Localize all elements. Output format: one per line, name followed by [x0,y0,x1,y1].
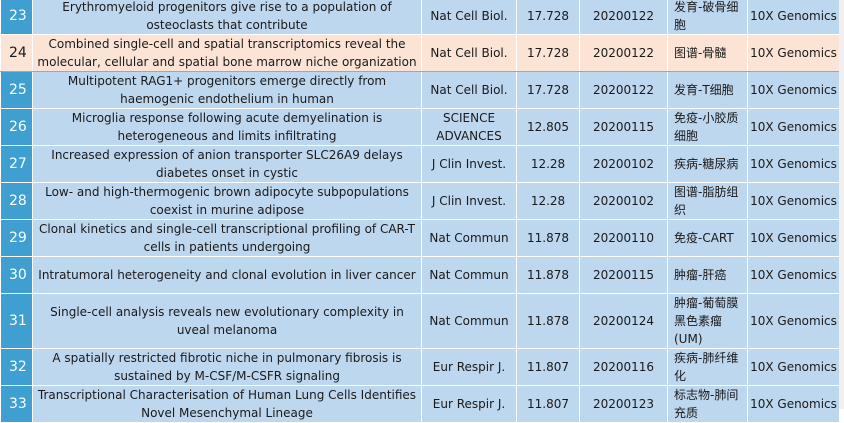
journal-name[interactable]: Nat Cell Biol. [421,0,517,35]
publish-date[interactable]: 20200122 [579,34,668,72]
impact-factor[interactable]: 17.728 [516,71,580,109]
row-number: 30 [0,256,33,294]
paper-title[interactable]: Microglia response following acute demye… [32,108,422,146]
row-number: 31 [0,293,33,349]
paper-title[interactable]: Low- and high-thermogenic brown adipocyt… [32,182,422,220]
research-tag[interactable]: 发育-破骨细胞 [667,0,748,35]
publish-date[interactable]: 20200102 [579,182,668,220]
publish-date[interactable]: 20200122 [579,71,668,109]
paper-title[interactable]: Multipotent RAG1+ progenitors emerge dir… [32,71,422,109]
publish-date[interactable]: 20200122 [579,0,668,35]
journal-name[interactable]: Eur Respir J. [421,385,517,423]
journal-name[interactable]: Nat Cell Biol. [421,71,517,109]
impact-factor[interactable]: 11.807 [516,348,580,386]
paper-title[interactable]: Intratumoral heterogeneity and clonal ev… [32,256,422,294]
journal-name[interactable]: SCIENCE ADVANCES [421,108,517,146]
paper-title[interactable]: Increased expression of anion transporte… [32,145,422,183]
row-number: 33 [0,385,33,423]
journal-name[interactable]: Nat Commun [421,256,517,294]
platform[interactable]: 10X Genomics [747,385,840,423]
impact-factor[interactable]: 11.807 [516,385,580,423]
journal-name[interactable]: Nat Commun [421,219,517,257]
paper-title[interactable]: Single-cell analysis reveals new evoluti… [32,293,422,349]
publish-date[interactable]: 20200102 [579,145,668,183]
window-edge [839,0,844,409]
paper-title[interactable]: Transcriptional Characterisation of Huma… [32,385,422,423]
row-number: 28 [0,182,33,220]
table-row[interactable]: 27 Increased expression of anion transpo… [0,145,840,183]
impact-factor[interactable]: 11.878 [516,219,580,257]
row-number: 27 [0,145,33,183]
research-tag[interactable]: 肿瘤-肝癌 [667,256,748,294]
journal-name[interactable]: J Clin Invest. [421,182,517,220]
row-number: 26 [0,108,33,146]
publish-date[interactable]: 20200115 [579,108,668,146]
table-row[interactable]: 23 Erythromyeloid progenitors give rise … [0,0,840,35]
table-row[interactable]: 24 Combined single-cell and spatial tran… [0,34,840,72]
research-tag[interactable]: 标志物-肺间充质 [667,385,748,423]
row-number: 32 [0,348,33,386]
platform[interactable]: 10X Genomics [747,108,840,146]
journal-name[interactable]: Nat Cell Biol. [421,34,517,72]
row-number: 23 [0,0,33,35]
impact-factor[interactable]: 11.878 [516,293,580,349]
table-row[interactable]: 32 A spatially restricted fibrotic niche… [0,348,840,386]
paper-title[interactable]: Clonal kinetics and single-cell transcri… [32,219,422,257]
platform[interactable]: 10X Genomics [747,34,840,72]
journal-name[interactable]: J Clin Invest. [421,145,517,183]
research-tag[interactable]: 图谱-脂肪组织 [667,182,748,220]
paper-title[interactable]: A spatially restricted fibrotic niche in… [32,348,422,386]
row-number: 29 [0,219,33,257]
platform[interactable]: 10X Genomics [747,348,840,386]
research-tag[interactable]: 免疫-CART [667,219,748,257]
publish-date[interactable]: 20200115 [579,256,668,294]
publish-date[interactable]: 20200110 [579,219,668,257]
research-tag[interactable]: 疾病-糖尿病 [667,145,748,183]
table-row[interactable]: 29 Clonal kinetics and single-cell trans… [0,219,840,257]
paper-title[interactable]: Erythromyeloid progenitors give rise to … [32,0,422,35]
impact-factor[interactable]: 17.728 [516,0,580,35]
table-row[interactable]: 28 Low- and high-thermogenic brown adipo… [0,182,840,220]
platform[interactable]: 10X Genomics [747,256,840,294]
row-number: 25 [0,71,33,109]
table-row[interactable]: 31 Single-cell analysis reveals new evol… [0,293,840,349]
impact-factor[interactable]: 17.728 [516,34,580,72]
table-row[interactable]: 30 Intratumoral heterogeneity and clonal… [0,256,840,294]
impact-factor[interactable]: 11.878 [516,256,580,294]
research-tag[interactable]: 图谱-骨髓 [667,34,748,72]
row-number: 24 [0,34,33,72]
paper-title[interactable]: Combined single-cell and spatial transcr… [32,34,422,72]
research-tag[interactable]: 发育-T细胞 [667,71,748,109]
research-tag[interactable]: 肿瘤-葡萄膜黑色素瘤(UM) [667,293,748,349]
platform[interactable]: 10X Genomics [747,0,840,35]
impact-factor[interactable]: 12.28 [516,182,580,220]
publish-date[interactable]: 20200124 [579,293,668,349]
table-row[interactable]: 26 Microglia response following acute de… [0,108,840,146]
publish-date[interactable]: 20200123 [579,385,668,423]
platform[interactable]: 10X Genomics [747,219,840,257]
table-row[interactable]: 25 Multipotent RAG1+ progenitors emerge … [0,71,840,109]
impact-factor[interactable]: 12.805 [516,108,580,146]
journal-name[interactable]: Nat Commun [421,293,517,349]
platform[interactable]: 10X Genomics [747,71,840,109]
impact-factor[interactable]: 12.28 [516,145,580,183]
research-tag[interactable]: 免疫-小胶质细胞 [667,108,748,146]
research-tag[interactable]: 疾病-肺纤维化 [667,348,748,386]
platform[interactable]: 10X Genomics [747,182,840,220]
publish-date[interactable]: 20200116 [579,348,668,386]
table-row[interactable]: 33 Transcriptional Characterisation of H… [0,385,840,423]
journal-name[interactable]: Eur Respir J. [421,348,517,386]
platform[interactable]: 10X Genomics [747,293,840,349]
platform[interactable]: 10X Genomics [747,145,840,183]
